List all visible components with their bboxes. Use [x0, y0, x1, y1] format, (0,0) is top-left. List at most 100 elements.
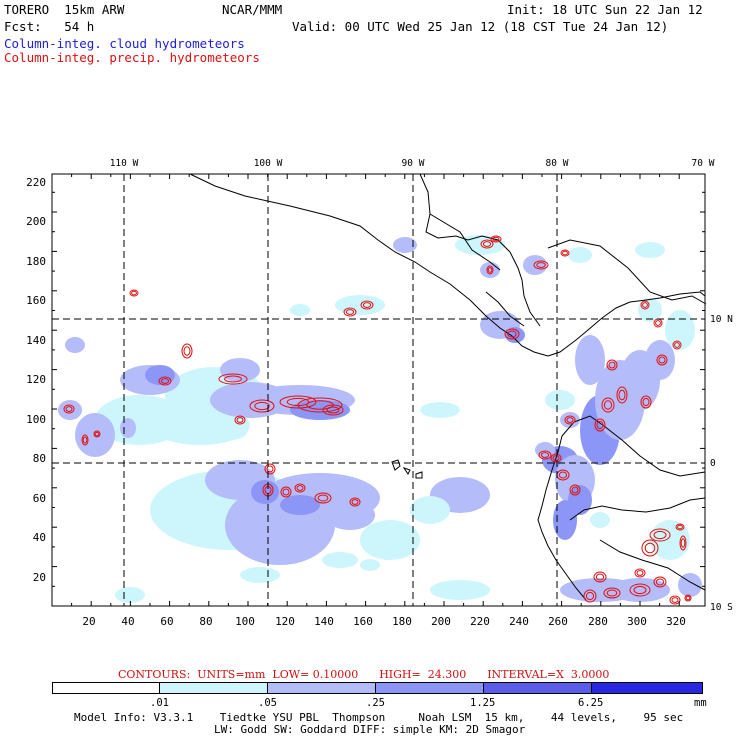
- precip-contour: [636, 570, 644, 576]
- precip-contour: [642, 397, 650, 407]
- cloud-cell: [678, 573, 702, 597]
- precip-contour: [677, 524, 683, 530]
- model-info: Model Info: V3.3.1 Tiedtke YSU PBL Thomp…: [74, 711, 684, 724]
- grid-x-label: 200: [431, 615, 451, 628]
- precip-contour: [317, 494, 329, 502]
- cloud-cell: [430, 580, 490, 600]
- grid-y-label: 220: [26, 176, 46, 189]
- precip-contour: [671, 597, 679, 603]
- colorbar-segment: [52, 682, 160, 694]
- south-america-coast: [547, 291, 706, 357]
- grid-x-label: 40: [121, 615, 134, 628]
- precip-contour: [296, 485, 304, 491]
- precip-contour: [82, 436, 88, 444]
- precip-contour: [562, 250, 568, 256]
- precip-contour: [669, 595, 681, 605]
- precip-contour: [487, 267, 493, 273]
- precip-contour: [601, 397, 615, 413]
- precip-contour: [65, 406, 73, 412]
- cloud-cell: [665, 310, 695, 350]
- precip-contour: [616, 386, 628, 404]
- precip-contour: [343, 307, 357, 317]
- precip-contour: [629, 583, 651, 597]
- precip-contour: [345, 309, 355, 315]
- precip-contour: [606, 359, 618, 371]
- galapagos-island-3: [415, 471, 423, 479]
- grid-y-label: 60: [33, 492, 46, 505]
- cloud-cell: [535, 442, 555, 458]
- precip-contour: [564, 415, 576, 425]
- precip-contour: [653, 530, 667, 540]
- precip-contour: [264, 463, 276, 475]
- precip-contour: [129, 289, 139, 297]
- lon-label: 70 W: [692, 158, 715, 169]
- grid-y-label: 80: [33, 452, 46, 465]
- cloud-cell: [335, 295, 385, 315]
- cloud-cell: [575, 335, 605, 385]
- precip-contour: [618, 389, 626, 401]
- grid-y-label: 40: [33, 531, 46, 544]
- precip-contour: [492, 236, 500, 242]
- precip-contour: [538, 450, 552, 460]
- contour-info: CONTOURS: UNITS=mm LOW= 0.10000 HIGH= 24…: [118, 668, 610, 681]
- precip-contour: [560, 249, 570, 257]
- precip-contour: [672, 340, 682, 350]
- precip-contour: [279, 395, 317, 409]
- precip-contour: [181, 343, 193, 359]
- grid-x-label: 180: [392, 615, 412, 628]
- grid-y-label: 200: [26, 215, 46, 228]
- colorbar-label: .05: [258, 697, 277, 709]
- colorbar-segment: [591, 682, 703, 694]
- precip-contour: [183, 346, 191, 356]
- precip-contour: [504, 328, 520, 340]
- precip-contour: [571, 486, 579, 494]
- precip-contour: [280, 486, 292, 498]
- cloud-cell: [360, 559, 380, 571]
- grid-x-label: 20: [82, 615, 95, 628]
- precip-contour: [649, 528, 671, 542]
- galapagos-island-1: [391, 459, 401, 471]
- precip-contour: [641, 539, 659, 557]
- precip-contour: [685, 595, 691, 601]
- cloud-cell: [635, 242, 665, 258]
- field-cloud-label: Column-integ. cloud hydrometeors: [4, 36, 245, 51]
- precip-contour: [234, 415, 246, 425]
- lon-label: 100 W: [254, 158, 283, 169]
- init-time: Init: 18 UTC Sun 22 Jan 12: [507, 2, 703, 17]
- cloud-cell: [410, 496, 450, 524]
- cloud-cell: [290, 304, 310, 316]
- precip-contour: [81, 434, 89, 446]
- precip-contour: [480, 239, 494, 249]
- colorbar-segment: [159, 682, 268, 694]
- cloud-cell: [95, 395, 185, 445]
- peru-border: [569, 497, 706, 521]
- lon-label: 80 W: [546, 158, 569, 169]
- precip-contour: [94, 431, 100, 437]
- cloud-cell: [220, 358, 260, 382]
- precip-contour: [536, 262, 546, 268]
- precip-contour: [603, 400, 613, 410]
- grid-x-label: 100: [235, 615, 255, 628]
- lat-label: 10 S: [710, 602, 733, 613]
- precip-contour: [486, 265, 494, 275]
- colorbar-segment: [375, 682, 484, 694]
- precip-contour: [533, 260, 549, 270]
- cloud-cell: [212, 420, 248, 440]
- mexico-coastline: [189, 173, 549, 357]
- grid-x-label: 140: [314, 615, 334, 628]
- precip-contour: [552, 455, 560, 461]
- precip-contour: [633, 585, 647, 595]
- grid-x-label: 240: [509, 615, 529, 628]
- cloud-hydrometeor-fill: [58, 235, 702, 603]
- precip-contour: [314, 492, 332, 504]
- caribbean-coast: [547, 239, 707, 305]
- precip-contour: [606, 589, 618, 597]
- grid-x-label: 300: [627, 615, 647, 628]
- cloud-cell: [65, 337, 85, 353]
- south-america-west-coast: [537, 435, 587, 601]
- precip-contour: [351, 499, 359, 505]
- precip-contour: [249, 399, 275, 413]
- precip-contour: [595, 573, 605, 581]
- precip-contour: [349, 497, 361, 507]
- precip-contour: [603, 587, 621, 599]
